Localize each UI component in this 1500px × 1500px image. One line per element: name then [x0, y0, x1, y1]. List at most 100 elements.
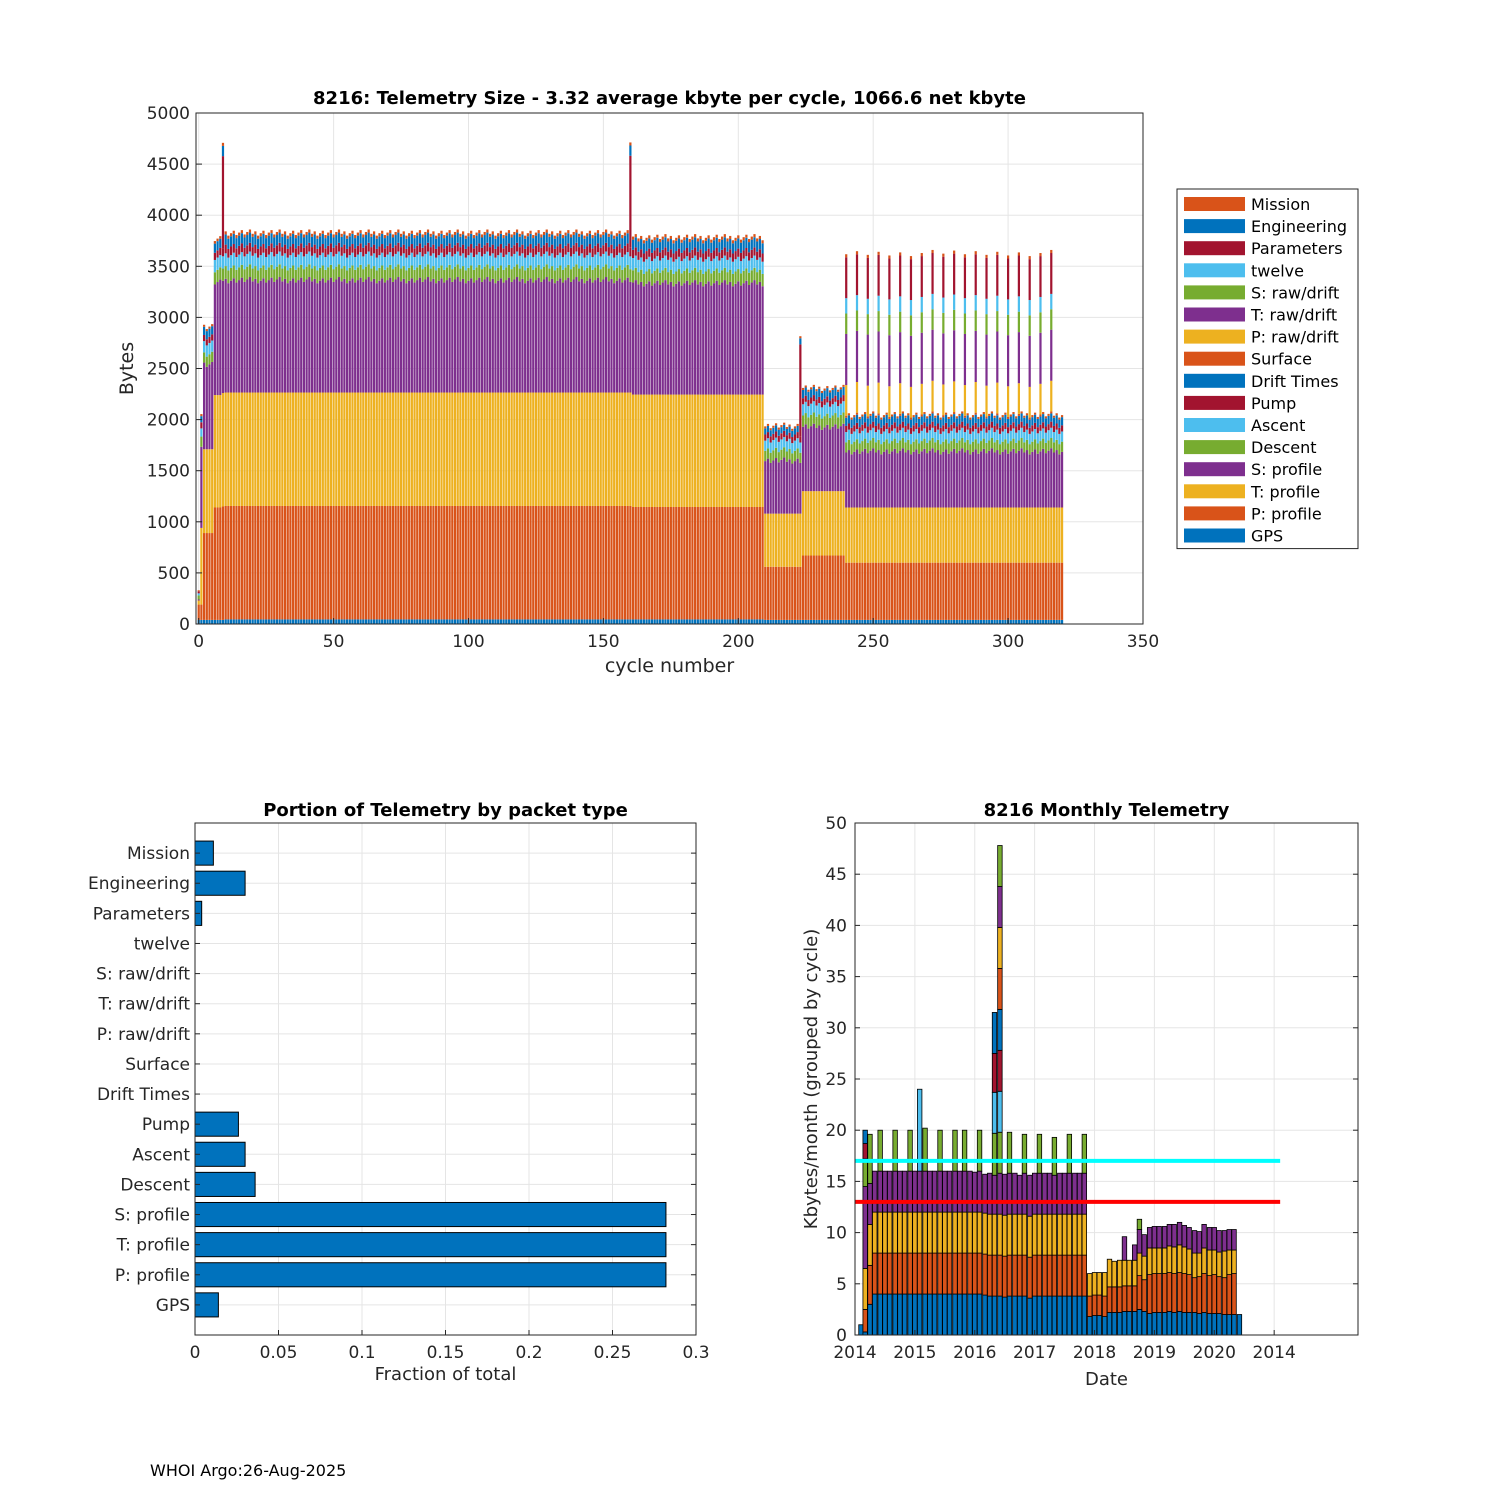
bar-segment-tprofile — [955, 507, 958, 563]
cycle-bar — [869, 413, 872, 624]
bar-segment — [931, 1211, 938, 1254]
bar-segment — [1151, 1247, 1158, 1274]
bar-segment — [1186, 1227, 1192, 1250]
category-label: Descent — [120, 1175, 190, 1195]
bar-segment-descent — [281, 268, 284, 282]
bar-segment-srawdrift — [920, 312, 923, 333]
bar-segment — [972, 1211, 978, 1254]
bar-segment — [1066, 1295, 1073, 1336]
bar-segment-pprofile — [1033, 562, 1037, 620]
cycle-bar — [747, 239, 751, 624]
bar-segment-engineering — [772, 427, 775, 434]
bar-segment-srawdrift — [866, 314, 869, 335]
bar-segment — [961, 1170, 968, 1213]
bar-segment-descent — [488, 268, 492, 282]
bar-segment-ascent — [607, 255, 610, 269]
bar-segment-pprofile — [532, 505, 535, 620]
bar-segment-prawdrift — [996, 382, 999, 414]
bar-segment-sprofile — [691, 282, 694, 395]
bar-segment-pprofile — [834, 555, 837, 620]
bar-segment-engineering — [753, 237, 756, 248]
bar-segment-mission — [540, 234, 543, 238]
bar-segment-gps — [421, 619, 424, 624]
cycle-bar — [505, 232, 508, 624]
bar-segment — [942, 1211, 948, 1254]
bar-segment-sprofile — [551, 278, 554, 393]
bar-segment-pump — [988, 424, 991, 431]
cycle-bar — [702, 240, 705, 624]
bar-segment-engineering — [1044, 418, 1047, 427]
bar-segment-mission — [238, 232, 241, 236]
bar-segment-tprofile — [327, 392, 330, 506]
bar-segment-ascent — [823, 404, 826, 417]
bar-segment-gps — [777, 619, 780, 624]
bar-segment — [1027, 1256, 1033, 1299]
bar-segment-descent — [656, 268, 659, 281]
bar-segment-mission — [553, 235, 556, 239]
bar-segment-tprofile — [985, 507, 988, 563]
bar-segment-tprofile — [316, 392, 319, 506]
bar-segment-descent — [378, 267, 381, 281]
cycle-bar — [1042, 412, 1045, 624]
bar-segment-engineering — [739, 242, 743, 253]
bar-segment-tprofile — [337, 392, 341, 506]
cycle-bar — [418, 230, 422, 624]
bar-segment-descent — [321, 265, 324, 279]
bar-segment-pump — [742, 250, 745, 259]
bar-segment-sprofile — [1042, 448, 1045, 508]
bar-segment-engineering — [394, 235, 397, 246]
cycle-bar — [354, 235, 357, 624]
bar-segment-sprofile — [1060, 451, 1064, 508]
bar-segment-prawdrift — [877, 382, 880, 414]
cycle-bar — [842, 384, 845, 624]
legend-swatch — [1184, 528, 1245, 543]
bar-segment-engineering — [283, 234, 287, 245]
month-bar — [1231, 1229, 1237, 1336]
bar-segment-ascent — [704, 259, 708, 272]
bar-segment-pprofile — [572, 505, 575, 620]
bar-segment-ascent — [569, 256, 573, 270]
bar-segment-prawdrift — [942, 384, 945, 416]
bar-segment-engineering — [847, 415, 851, 424]
bar-segment-engineering — [553, 238, 556, 249]
bar-segment-pump — [820, 401, 824, 408]
month-bar — [927, 1170, 933, 1336]
bar-segment-engineering — [381, 233, 384, 245]
bar-segment-mission — [718, 239, 721, 243]
cycle-bar — [980, 414, 983, 624]
bar-segment-pump — [828, 400, 832, 407]
bar-segment-sprofile — [912, 451, 915, 508]
bar-segment-pprofile — [785, 566, 788, 620]
bar-segment-gps — [518, 619, 521, 624]
bar-segment-pprofile — [559, 505, 562, 620]
bar-segment-gps — [1020, 619, 1023, 624]
bar-segment-descent — [397, 264, 400, 278]
bar-segment-gps — [812, 619, 815, 624]
bar-segment-pump — [240, 243, 243, 253]
bar-segment-mission — [890, 414, 894, 417]
cycle-bar — [944, 412, 948, 624]
bar-segment-pprofile — [1055, 562, 1058, 620]
y-tick-label: 1000 — [147, 513, 190, 533]
bar-segment-pprofile — [1052, 562, 1056, 620]
cycle-bar — [292, 230, 295, 624]
bar-segment-tprofile — [772, 513, 775, 567]
bar-segment-descent — [764, 450, 767, 462]
x-tick-label: 2017 — [1013, 1343, 1056, 1363]
bar-segment — [1121, 1311, 1128, 1336]
cycle-bar — [637, 238, 640, 624]
bar-segment-tprofile — [996, 507, 999, 563]
cycle-bar — [653, 237, 656, 624]
bar-segment-engineering — [372, 234, 376, 245]
bar-segment-tprofile — [801, 491, 805, 556]
bar-segment-tprofile — [381, 392, 384, 506]
bar-segment-sprofile — [710, 285, 713, 395]
bar-segment-descent — [653, 270, 656, 284]
month-bar — [917, 1088, 923, 1336]
bar-segment-engineering — [872, 413, 875, 422]
bar-segment-sprofile — [947, 453, 950, 508]
bar-segment-tprofile — [370, 392, 373, 506]
cycle-bar — [275, 231, 279, 624]
bar-segment-descent — [804, 413, 807, 425]
bar-segment-twelve — [942, 297, 945, 313]
